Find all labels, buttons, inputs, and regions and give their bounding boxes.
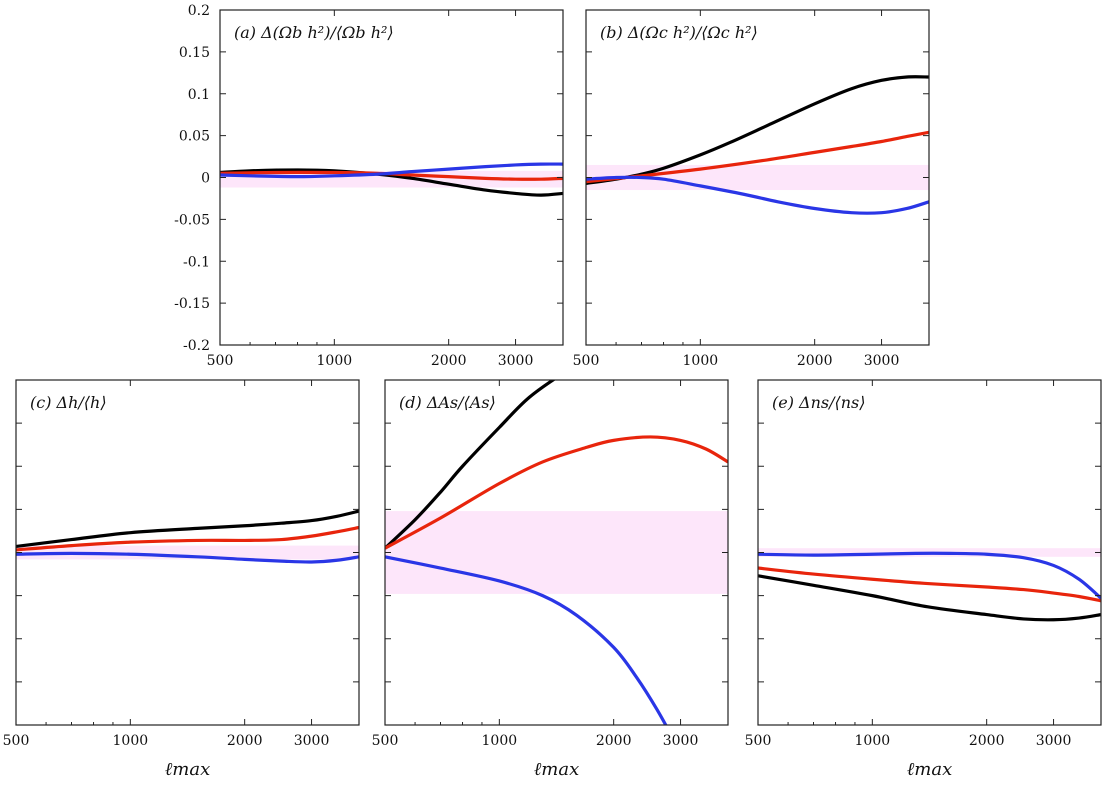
x-tick-label: 1000 [482,733,518,749]
y-tick-label: 0.1 [188,87,210,103]
series-line-red [220,170,563,181]
x-tick-label: 2000 [969,733,1005,749]
uncertainty-band [220,170,563,188]
series-line-red [385,435,728,550]
x-tick-label: 1000 [113,733,149,749]
y-tick-label: -0.1 [183,254,210,270]
x-tick-label: 500 [745,733,772,749]
x-tick-label: 500 [573,353,600,369]
panel-title: (e) Δns/⟨ns⟩ [772,393,866,412]
y-tick-label: 0.15 [179,45,210,61]
y-tick-label: -0.05 [174,212,210,228]
y-tick-label: 0.05 [179,129,210,145]
panel-b: 500 1000 2000 3000 (b) Δ(Ωc h²)/⟨Ωc h²⟩ [573,9,930,369]
x-tick-label: 3000 [864,353,900,369]
y-tick-label: 0 [201,171,210,187]
series-line-blue [586,175,929,215]
x-tick-label: 3000 [1036,733,1072,749]
x-axis-label: ℓmax [165,759,210,780]
plot-area [16,509,359,564]
x-tick-label: 2000 [227,733,263,749]
series-line-black [385,380,556,550]
x-tick-label: 1000 [855,733,891,749]
series-line-blue [16,551,359,564]
y-tick-label: -0.15 [174,296,210,312]
y-tick-label: 0.2 [188,3,210,19]
panel-d: 500 1000 2000 3000 (d) ΔAs/⟨As⟩ ℓmax [372,379,729,780]
x-tick-label: 2000 [797,353,833,369]
x-tick-label: 2000 [431,353,467,369]
series-line-black [758,574,1101,622]
series-line-black [220,168,563,197]
x-axis-label: ℓmax [534,759,579,780]
series-line-blue [385,555,668,725]
panel-c: 500 1000 2000 3000 (c) Δh/⟨h⟩ ℓmax [3,379,360,780]
x-tick-label: 3000 [294,733,330,749]
panel-title: (b) Δ(Ωc h²)/⟨Ωc h²⟩ [600,23,758,42]
plot-area [586,75,929,215]
series-line-red [586,130,929,184]
y-tick-label: -0.2 [183,338,210,354]
x-tick-label: 3000 [498,353,534,369]
x-tick-label: 3000 [663,733,699,749]
plot-area [220,162,563,197]
panel-e: 500 1000 2000 3000 (e) Δns/⟨ns⟩ ℓmax [745,379,1102,780]
panel-title: (d) ΔAs/⟨As⟩ [399,393,496,412]
x-tick-label: 500 [3,733,30,749]
x-tick-label: 500 [207,353,234,369]
panel-title: (a) Δ(Ωb h²)/⟨Ωb h²⟩ [234,23,394,42]
series-line-blue [758,551,1101,600]
x-tick-label: 1000 [317,353,353,369]
plot-area [758,548,1101,622]
x-tick-label: 500 [372,733,399,749]
x-axis-label: ℓmax [907,759,952,780]
panel-a: -0.2 -0.15 -0.1 -0.05 0 0.05 0.1 0.15 0.2 500 1000… [174,3,564,369]
series-line-red [16,525,359,552]
x-tick-label: 1000 [683,353,719,369]
series-line-black [16,509,359,549]
series-line-blue [220,162,563,179]
series-line-red [758,566,1101,603]
uncertainty-band [16,545,359,560]
x-tick-label: 2000 [596,733,632,749]
plot-area [385,380,728,725]
uncertainty-band [385,511,728,594]
panel-title: (c) Δh/⟨h⟩ [30,393,107,412]
